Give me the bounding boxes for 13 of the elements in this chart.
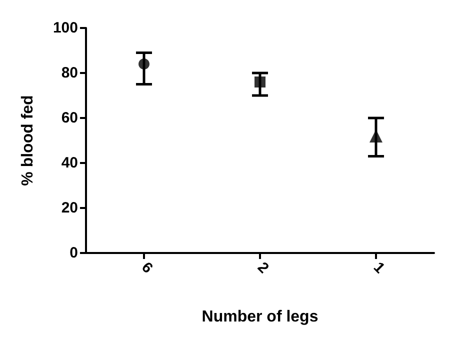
y-tick-label: 60 [61,110,78,126]
y-axis-title: % blood fed [20,95,36,186]
y-tick-label: 20 [61,200,78,216]
x-tick-label: 1 [370,258,388,277]
y-tick-label: 0 [70,244,78,262]
x-tick-label: 6 [138,258,156,277]
y-tick-label: 100 [52,20,78,36]
point [138,58,150,70]
x-tick-label: 2 [254,258,272,277]
y-tick-label: 40 [61,154,78,172]
x-axis-title: Number of legs [202,308,318,326]
point [254,76,266,88]
y-tick-label: 80 [61,64,78,82]
